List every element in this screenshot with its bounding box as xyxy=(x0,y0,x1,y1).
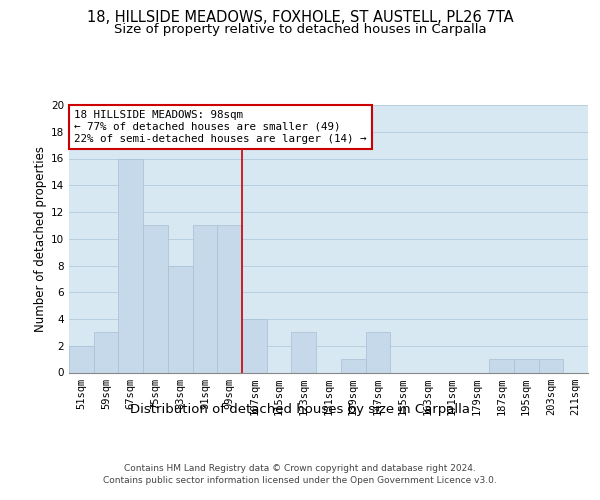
Bar xyxy=(242,319,267,372)
Bar xyxy=(514,359,539,372)
Bar xyxy=(118,158,143,372)
Text: Distribution of detached houses by size in Carpalla: Distribution of detached houses by size … xyxy=(130,402,470,415)
Text: 18, HILLSIDE MEADOWS, FOXHOLE, ST AUSTELL, PL26 7TA: 18, HILLSIDE MEADOWS, FOXHOLE, ST AUSTEL… xyxy=(86,10,514,25)
Bar xyxy=(143,226,168,372)
Bar xyxy=(489,359,514,372)
Bar xyxy=(539,359,563,372)
Bar xyxy=(193,226,217,372)
Text: 18 HILLSIDE MEADOWS: 98sqm
← 77% of detached houses are smaller (49)
22% of semi: 18 HILLSIDE MEADOWS: 98sqm ← 77% of deta… xyxy=(74,110,367,144)
Bar xyxy=(69,346,94,372)
Bar xyxy=(168,266,193,372)
Bar xyxy=(292,332,316,372)
Y-axis label: Number of detached properties: Number of detached properties xyxy=(34,146,47,332)
Text: Contains public sector information licensed under the Open Government Licence v3: Contains public sector information licen… xyxy=(103,476,497,485)
Bar xyxy=(217,226,242,372)
Bar xyxy=(94,332,118,372)
Bar xyxy=(365,332,390,372)
Text: Size of property relative to detached houses in Carpalla: Size of property relative to detached ho… xyxy=(113,22,487,36)
Text: Contains HM Land Registry data © Crown copyright and database right 2024.: Contains HM Land Registry data © Crown c… xyxy=(124,464,476,473)
Bar xyxy=(341,359,365,372)
